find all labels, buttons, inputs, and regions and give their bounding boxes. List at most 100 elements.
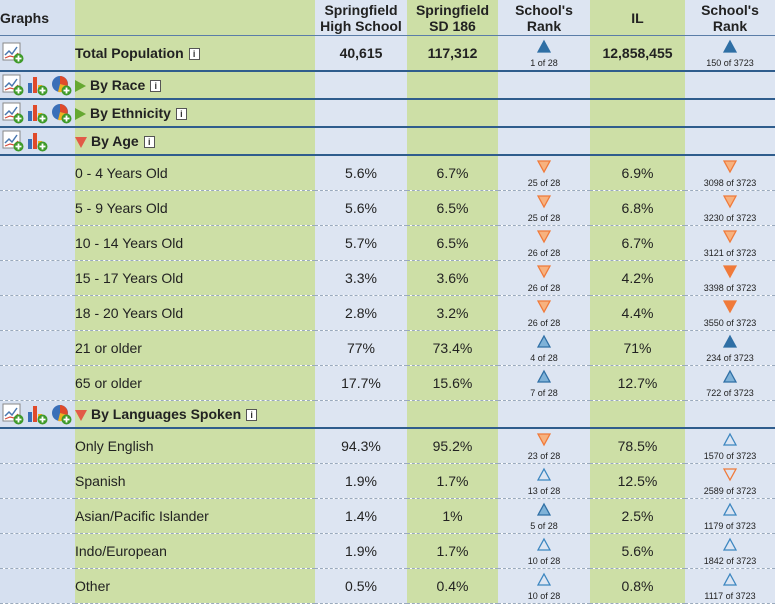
state-value: 6.9%: [590, 155, 685, 191]
section-empty-cell: [315, 99, 407, 128]
school-rank: 10 of 28: [498, 533, 590, 569]
section-graphs-cell: [0, 71, 75, 100]
bar-graph-icon[interactable]: [26, 102, 48, 124]
line-graph-icon[interactable]: [2, 74, 24, 96]
section-empty-cell: [407, 127, 498, 156]
state-value: 4.4%: [590, 295, 685, 331]
row-label: 10 - 14 Years Old: [75, 225, 315, 261]
school-rank: 26 of 28: [498, 295, 590, 331]
school-rank: 26 of 28: [498, 260, 590, 296]
collapse-arrow-icon[interactable]: [75, 409, 87, 421]
expand-arrow-icon[interactable]: [75, 80, 86, 93]
school-value: 77%: [315, 330, 407, 366]
table-row: 15 - 17 Years Old 3.3% 3.6% 26 of 28 4.2% 339…: [0, 260, 775, 296]
pie-graph-icon[interactable]: [50, 102, 72, 124]
section-row[interactable]: By Ethnicity i: [0, 99, 775, 128]
section-row[interactable]: By Languages Spoken i: [0, 400, 775, 429]
info-icon[interactable]: i: [188, 48, 200, 61]
rank-text: 150 of 3723: [706, 58, 754, 68]
triangle-down-icon: [723, 265, 737, 279]
total-school-value: 40,615: [315, 35, 407, 72]
school-value: 5.7%: [315, 225, 407, 261]
section-row[interactable]: By Race i: [0, 71, 775, 100]
pie-graph-icon[interactable]: [50, 403, 72, 425]
line-graph-icon[interactable]: [2, 130, 24, 152]
section-empty-cell: [498, 400, 590, 429]
triangle-down-icon: [723, 230, 737, 244]
rank-text: 234 of 3723: [706, 353, 754, 363]
state-rank: 3550 of 3723: [685, 295, 775, 331]
bar-graph-icon[interactable]: [26, 130, 48, 152]
school-value: 3.3%: [315, 260, 407, 296]
triangle-down-icon: [537, 160, 551, 174]
school-rank: 4 of 28: [498, 330, 590, 366]
row-label: Other: [75, 568, 315, 604]
state-value: 6.7%: [590, 225, 685, 261]
row-label: 15 - 17 Years Old: [75, 260, 315, 296]
total-state-rank: 150 of 3723: [685, 35, 775, 72]
section-empty-cell: [407, 400, 498, 429]
bar-graph-icon[interactable]: [26, 403, 48, 425]
triangle-up-icon: [723, 334, 737, 348]
state-rank: 3098 of 3723: [685, 155, 775, 191]
state-value: 71%: [590, 330, 685, 366]
info-icon[interactable]: i: [175, 108, 187, 121]
school-rank: 26 of 28: [498, 225, 590, 261]
triangle-down-icon: [537, 265, 551, 279]
bar-graph-icon[interactable]: [26, 74, 48, 96]
section-title: By Ethnicity: [90, 105, 171, 121]
line-graph-icon[interactable]: [2, 42, 24, 64]
triangle-down-icon: [723, 468, 737, 482]
district-value: 15.6%: [407, 365, 498, 401]
school-rank: 25 of 28: [498, 190, 590, 226]
line-graph-icon[interactable]: [2, 102, 24, 124]
state-rank: 1570 of 3723: [685, 428, 775, 464]
state-header[interactable]: IL: [590, 0, 685, 36]
rank-text: 5 of 28: [530, 521, 558, 531]
table-row: Spanish 1.9% 1.7% 13 of 28 12.5% 2589 of 3723: [0, 463, 775, 499]
info-icon[interactable]: i: [246, 409, 258, 422]
state-rank-header-line1: School's: [701, 1, 759, 18]
row-label: Spanish: [75, 463, 315, 499]
school-value: 94.3%: [315, 428, 407, 464]
info-icon[interactable]: i: [150, 80, 162, 93]
section-graphs-cell: [0, 127, 75, 156]
section-empty-cell: [590, 400, 685, 429]
school-value: 1.9%: [315, 533, 407, 569]
section-toggle[interactable]: By Ethnicity i: [75, 99, 315, 128]
expand-arrow-icon[interactable]: [75, 108, 86, 121]
collapse-arrow-icon[interactable]: [75, 136, 87, 148]
line-graph-icon[interactable]: [2, 403, 24, 425]
school-value: 2.8%: [315, 295, 407, 331]
triangle-up-icon: [537, 537, 551, 551]
state-value: 4.2%: [590, 260, 685, 296]
table-row: 65 or older 17.7% 15.6% 7 of 28 12.7% 722 of …: [0, 365, 775, 401]
info-icon[interactable]: i: [143, 136, 155, 149]
table-row: Asian/Pacific Islander 1.4% 1% 5 of 28 2.5% 1…: [0, 498, 775, 534]
school-rank: 5 of 28: [498, 498, 590, 534]
triangle-down-icon: [723, 160, 737, 174]
rank-text: 26 of 28: [527, 318, 561, 328]
section-row[interactable]: By Age i: [0, 127, 775, 156]
triangle-up-icon: [723, 39, 737, 53]
section-toggle[interactable]: By Languages Spoken i: [75, 400, 315, 429]
school-header[interactable]: Springfield High School: [315, 0, 407, 36]
section-toggle[interactable]: By Age i: [75, 127, 315, 156]
section-toggle[interactable]: By Race i: [75, 71, 315, 100]
school-rank: 10 of 28: [498, 568, 590, 604]
school-value: 0.5%: [315, 568, 407, 604]
section-empty-cell: [590, 71, 685, 100]
district-value: 6.7%: [407, 155, 498, 191]
triangle-down-icon: [723, 195, 737, 209]
triangle-down-icon: [537, 300, 551, 314]
school-rank: 25 of 28: [498, 155, 590, 191]
pie-graph-icon[interactable]: [50, 74, 72, 96]
district-header[interactable]: Springfield SD 186: [407, 0, 498, 36]
row-graphs-cell: [0, 330, 75, 366]
district-value: 3.6%: [407, 260, 498, 296]
rank-text: 7 of 28: [530, 388, 558, 398]
row-graphs-cell: [0, 533, 75, 569]
row-graphs-cell: [0, 190, 75, 226]
district-value: 95.2%: [407, 428, 498, 464]
